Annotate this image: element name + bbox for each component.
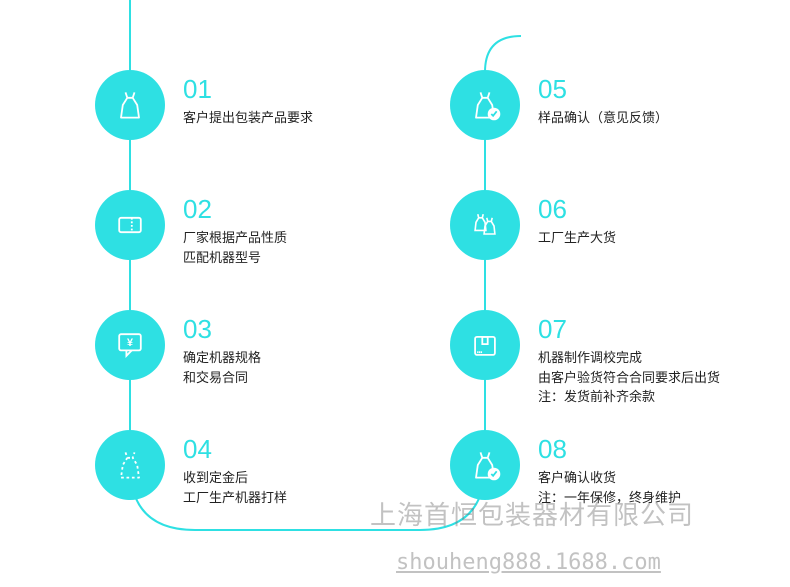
- watermark-url: shouheng888.1688.com: [396, 550, 661, 575]
- step-06-icon-circle: [450, 190, 520, 260]
- step-02: 02 厂家根据产品性质 匹配机器型号: [95, 190, 287, 267]
- step-03-desc: 确定机器规格 和交易合同: [183, 348, 261, 387]
- step-06-desc: 工厂生产大货: [538, 228, 616, 248]
- step-02-number: 02: [183, 196, 287, 222]
- step-07: 07 机器制作调校完成 由客户验货符合合同要求后出货 注：发货前补齐余款: [450, 310, 720, 407]
- step-05-icon-circle: [450, 70, 520, 140]
- step-04-icon-circle: [95, 430, 165, 500]
- step-07-desc: 机器制作调校完成 由客户验货符合合同要求后出货 注：发货前补齐余款: [538, 348, 720, 407]
- step-06-number: 06: [538, 196, 616, 222]
- step-04-desc: 收到定金后 工厂生产机器打样: [183, 468, 287, 507]
- svg-text:¥: ¥: [127, 337, 133, 349]
- step-01-desc: 客户提出包装产品要求: [183, 108, 313, 128]
- watermark-company: 上海首恒包装器材有限公司: [370, 495, 694, 532]
- step-07-icon-circle: [450, 310, 520, 380]
- step-07-number: 07: [538, 316, 720, 342]
- step-03-number: 03: [183, 316, 261, 342]
- step-01-number: 01: [183, 76, 313, 102]
- step-05: 05 样品确认（意见反馈）: [450, 70, 668, 140]
- step-08-icon-circle: [450, 430, 520, 500]
- step-06: 06 工厂生产大货: [450, 190, 616, 260]
- step-01-icon-circle: [95, 70, 165, 140]
- step-02-desc: 厂家根据产品性质 匹配机器型号: [183, 228, 287, 267]
- step-02-icon-circle: [95, 190, 165, 260]
- step-04-number: 04: [183, 436, 287, 462]
- step-01: 01 客户提出包装产品要求: [95, 70, 313, 140]
- step-03-icon-circle: ¥: [95, 310, 165, 380]
- step-05-number: 05: [538, 76, 668, 102]
- step-05-desc: 样品确认（意见反馈）: [538, 108, 668, 128]
- step-04: 04 收到定金后 工厂生产机器打样: [95, 430, 287, 507]
- step-03: ¥ 03 确定机器规格 和交易合同: [95, 310, 261, 387]
- step-08-number: 08: [538, 436, 681, 462]
